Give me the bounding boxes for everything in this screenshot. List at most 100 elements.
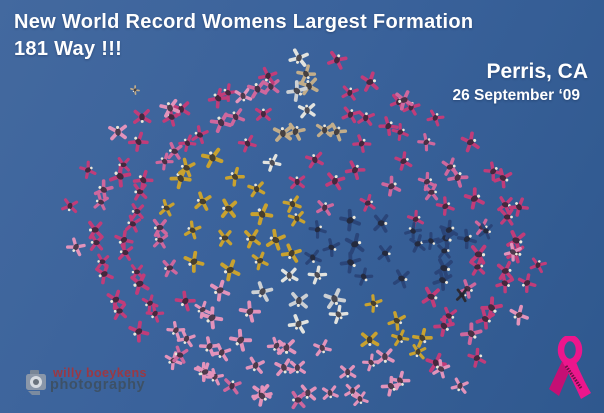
date-text: 26 September ‘09 bbox=[452, 87, 580, 104]
skydiver bbox=[308, 220, 327, 239]
skydiver bbox=[200, 147, 224, 169]
skydiver bbox=[423, 183, 439, 201]
skydiver bbox=[178, 134, 197, 152]
skydiver bbox=[321, 385, 339, 400]
skydiver bbox=[251, 385, 273, 407]
skydiver bbox=[475, 308, 495, 330]
skydiver bbox=[432, 359, 451, 379]
skydiver bbox=[341, 106, 361, 124]
skydiver bbox=[251, 281, 274, 302]
skydiver bbox=[177, 157, 196, 178]
skydiver bbox=[455, 288, 468, 303]
skydiver bbox=[162, 259, 178, 278]
skydiver bbox=[245, 356, 265, 374]
photographer-watermark: willy boeykens photography bbox=[25, 366, 147, 396]
skydiver bbox=[285, 122, 306, 141]
skydiver bbox=[280, 267, 299, 283]
skydiver bbox=[328, 304, 349, 325]
skydiver bbox=[124, 214, 142, 233]
skydiver bbox=[360, 331, 380, 348]
skydiver bbox=[322, 238, 341, 258]
skydiver bbox=[304, 249, 322, 265]
skydiver bbox=[246, 80, 268, 99]
skydiver bbox=[220, 198, 238, 218]
skydiver bbox=[500, 208, 514, 226]
headline-line1: New World Record Womens Largest Formatio… bbox=[14, 11, 474, 33]
skydiver bbox=[132, 169, 154, 191]
skydiver bbox=[406, 209, 425, 229]
skydiver bbox=[354, 267, 374, 286]
skydiver bbox=[483, 161, 503, 182]
skydiver bbox=[183, 250, 205, 273]
skydiver bbox=[327, 50, 348, 70]
skydiver bbox=[412, 327, 433, 348]
skydiver bbox=[316, 200, 335, 216]
skydiver bbox=[274, 358, 295, 377]
skydiver bbox=[280, 243, 302, 263]
skydiver bbox=[88, 220, 103, 240]
skydiver bbox=[341, 85, 359, 101]
skydiver bbox=[272, 125, 292, 142]
skydiver bbox=[480, 296, 503, 319]
skydiver bbox=[288, 292, 309, 309]
skydiver bbox=[183, 220, 202, 240]
skydiver bbox=[114, 229, 134, 251]
skydiver bbox=[265, 228, 286, 251]
skydiver bbox=[207, 87, 229, 109]
skydiver bbox=[339, 251, 362, 274]
skydiver bbox=[434, 258, 453, 279]
skydiver bbox=[237, 134, 257, 153]
skydiver bbox=[409, 234, 426, 253]
skydiver bbox=[225, 108, 246, 127]
skydiver bbox=[517, 273, 537, 294]
skydiver bbox=[247, 181, 266, 198]
skydiver bbox=[93, 179, 114, 201]
skydiver bbox=[307, 265, 328, 285]
skydiver bbox=[378, 116, 399, 136]
skydiver bbox=[375, 348, 395, 365]
skydiver bbox=[422, 232, 440, 251]
skydiver bbox=[224, 166, 245, 187]
skydiver bbox=[229, 328, 253, 352]
skydiver bbox=[155, 152, 174, 171]
skydiver bbox=[198, 336, 220, 357]
skydiver bbox=[463, 187, 485, 210]
skydiver bbox=[352, 134, 372, 153]
skydiver bbox=[288, 48, 309, 67]
skydiver bbox=[351, 391, 369, 407]
skydiver bbox=[65, 237, 86, 257]
location-block: Perris, CA 26 September ‘09 bbox=[452, 61, 588, 105]
skydiver bbox=[325, 172, 346, 191]
skydiver bbox=[238, 300, 262, 323]
skydiver bbox=[218, 83, 238, 103]
skydiver bbox=[130, 85, 140, 95]
skydiver bbox=[291, 390, 306, 410]
skydiver bbox=[357, 110, 375, 126]
skydiver bbox=[433, 315, 455, 337]
skydiver bbox=[288, 175, 306, 190]
skydiver bbox=[359, 193, 376, 212]
skydiver bbox=[395, 90, 414, 111]
skydiver bbox=[159, 98, 181, 118]
skydiver bbox=[364, 294, 383, 313]
skydiver bbox=[191, 125, 209, 145]
skydiver bbox=[460, 322, 483, 346]
skydiver bbox=[196, 362, 215, 383]
skydiver bbox=[266, 336, 286, 355]
skydiver bbox=[282, 195, 302, 213]
skydiver bbox=[344, 232, 365, 255]
skydiver bbox=[421, 286, 440, 308]
skydiver bbox=[128, 320, 150, 343]
skydiver bbox=[344, 383, 361, 398]
watermark-text: willy boeykens photography bbox=[50, 366, 147, 393]
skydiver bbox=[145, 304, 165, 323]
photographer-name: willy boeykens bbox=[53, 366, 147, 380]
skydiver bbox=[287, 210, 306, 227]
skydiver bbox=[244, 229, 261, 249]
skydiver bbox=[478, 223, 493, 240]
skydiver bbox=[106, 289, 126, 311]
skydiver bbox=[432, 269, 453, 292]
skydiver bbox=[117, 157, 130, 173]
